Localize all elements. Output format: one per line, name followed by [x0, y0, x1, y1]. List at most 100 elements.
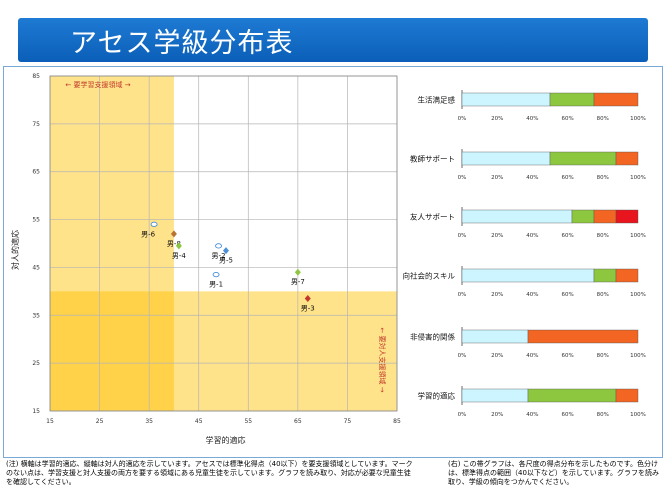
data-point [215, 243, 222, 249]
bar-tick-label: 0% [458, 116, 467, 122]
data-point-label: 男-6 [141, 230, 156, 238]
footnote-right: (右) この帯グラフは、各尺度の得点分布を示したものです。色分けは、標準得点の範… [448, 460, 659, 486]
bar-segment [527, 329, 639, 344]
data-point [222, 247, 229, 255]
bar-segment [461, 92, 551, 107]
y-tick-label: 35 [32, 312, 40, 319]
y-axis-label: 対人的適応 [10, 230, 20, 270]
bar-tick-label: 0% [458, 353, 467, 359]
y-tick-label: 75 [32, 121, 40, 128]
y-tick-label: 65 [32, 169, 40, 176]
scatter-chart: 15 25 35 45 55 65 75 85 15 25 35 45 55 65 75 85 ← 要学習支援領… [10, 73, 401, 445]
bar-tick-label: 60% [561, 116, 573, 122]
bar-segment [615, 388, 639, 403]
bar-tick-label: 60% [561, 292, 573, 298]
bar-tick-label: 80% [597, 233, 609, 239]
x-axis-label: 学習的適応 [206, 435, 246, 445]
bar-tick-label: 40% [526, 233, 538, 239]
bar-tick-label: 20% [491, 233, 503, 239]
bar-tick-label: 60% [561, 353, 573, 359]
bar-tick-label: 80% [597, 175, 609, 181]
bar-tick-label: 20% [491, 353, 503, 359]
bar-tick-label: 40% [526, 353, 538, 359]
learning-zone-label: ← 要学習支援領域 → [65, 80, 130, 89]
bar-segment [527, 388, 617, 403]
page-title: アセス学級分布表 [70, 28, 294, 59]
x-tick-label: 25 [96, 418, 104, 425]
bar-tick-label: 60% [561, 412, 573, 418]
data-point-label: 男-8 [167, 240, 181, 248]
bar-category-label: 教師サポート [410, 154, 455, 164]
x-tick-label: 15 [46, 418, 54, 425]
bar-category-label: 学習的適応 [418, 391, 456, 401]
bar-category-label: 友人サポート [410, 212, 455, 222]
bar-tick-label: 40% [526, 175, 538, 181]
data-point-label: 男-1 [209, 281, 223, 289]
data-point-label: 男-5 [219, 257, 233, 265]
x-tick-label: 55 [244, 418, 252, 425]
bar-tick-label: 20% [491, 412, 503, 418]
bar-tick-label: 0% [458, 412, 467, 418]
bar-category-label: 生活満足感 [418, 95, 456, 105]
bar-tick-label: 100% [630, 233, 646, 239]
bar-tick-label: 0% [458, 175, 467, 181]
bar-category-label: 非侵害的関係 [410, 332, 455, 342]
data-point [212, 271, 220, 278]
bar-tick-label: 0% [458, 233, 467, 239]
title-bar: アセス学級分布表 [18, 18, 648, 62]
stacked-bar-chart: 生活満足感 0% 20% 40% 60% 80% 100% 教師サポート 0% 20% 40% 60%… [403, 90, 646, 418]
data-point [170, 230, 177, 238]
bar-segment [593, 92, 639, 107]
bar-tick-label: 60% [561, 233, 573, 239]
bar-tick-label: 100% [630, 116, 646, 122]
bar-segment [593, 268, 617, 283]
bar-tick-label: 80% [597, 116, 609, 122]
y-tick-label: 55 [32, 217, 40, 224]
bar-segment [549, 151, 617, 166]
bar-tick-label: 20% [491, 175, 503, 181]
bar-segment [549, 92, 595, 107]
bar-segment [571, 209, 595, 224]
data-point-label: 男-7 [291, 278, 305, 286]
bar-tick-label: 20% [491, 116, 503, 122]
bar-tick-label: 40% [526, 116, 538, 122]
bar-tick-label: 80% [597, 292, 609, 298]
data-point [150, 221, 158, 228]
bar-tick-label: 80% [597, 412, 609, 418]
bar-tick-label: 0% [458, 292, 467, 298]
bar-segment [615, 268, 639, 283]
data-point [175, 242, 182, 250]
y-tick-label: 85 [32, 73, 40, 80]
bar-tick-label: 100% [630, 412, 646, 418]
data-point-label: 男-2 [212, 252, 226, 260]
x-tick-label: 75 [344, 418, 352, 425]
content-frame [3, 66, 663, 458]
plot-border [49, 75, 398, 412]
bar-segment [461, 268, 595, 283]
bar-category-label: 向社会的スキル [403, 271, 456, 281]
x-tick-label: 85 [393, 418, 401, 425]
footnote-left: (注) 横軸は学習的適応、縦軸は対人的適応を示しています。アセスでは標準化得点（… [6, 460, 413, 486]
data-point [294, 268, 301, 276]
bar-segment [461, 329, 529, 344]
bar-tick-label: 80% [597, 353, 609, 359]
x-tick-label: 35 [145, 418, 153, 425]
bar-segment [461, 209, 573, 224]
bar-segment [593, 209, 617, 224]
bar-tick-label: 20% [491, 292, 503, 298]
bar-tick-label: 60% [561, 175, 573, 181]
bar-segment [615, 151, 639, 166]
data-point [304, 295, 311, 303]
y-tick-label: 25 [32, 360, 40, 367]
bar-tick-label: 100% [630, 353, 646, 359]
data-point-label: 男-4 [172, 252, 187, 260]
x-tick-label: 45 [195, 418, 203, 425]
bar-tick-label: 100% [630, 292, 646, 298]
bar-segment [615, 209, 639, 224]
y-tick-label: 45 [32, 264, 40, 271]
bar-tick-label: 40% [526, 412, 538, 418]
bar-segment [461, 151, 551, 166]
data-point-label: 男-3 [301, 305, 315, 313]
bar-segment [461, 388, 529, 403]
bar-tick-label: 100% [630, 175, 646, 181]
